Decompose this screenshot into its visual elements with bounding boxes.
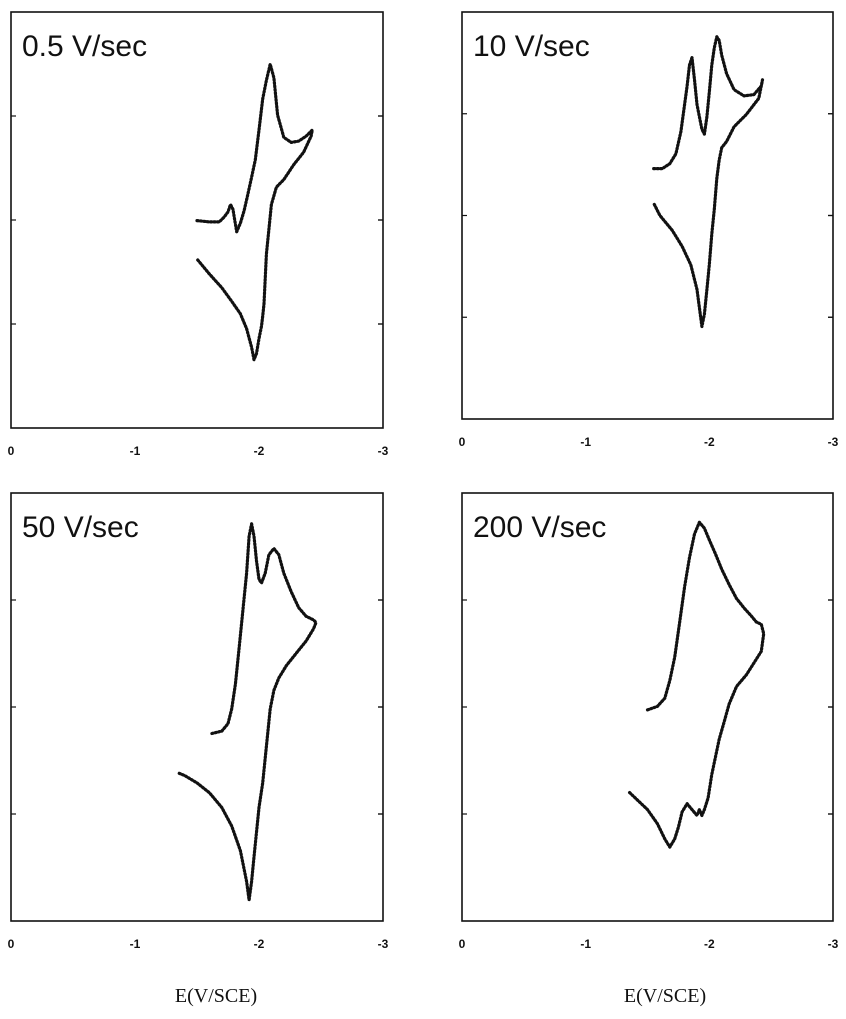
x-tick-label: -3 <box>828 435 839 449</box>
x-tick-label: -2 <box>254 937 265 951</box>
plot-frame <box>10 492 384 922</box>
cv-panel-4: 0 -1 -2 -3 200 V/sec <box>459 492 839 951</box>
scan-rate-label: 0.5 V/sec <box>22 30 147 63</box>
cv-trace <box>176 522 318 902</box>
x-axis-caption-left: E(V/SCE) <box>174 985 258 1007</box>
x-tick-label: -2 <box>704 435 715 449</box>
x-tick-label: -3 <box>828 937 839 951</box>
cv-trace <box>195 62 314 362</box>
x-tick-label: 0 <box>8 937 15 951</box>
x-axis-caption-right: E(V/SCE) <box>623 985 707 1007</box>
cv-panel-2: 0 -1 -2 -3 10 V/sec <box>459 11 839 449</box>
x-tick-label: -1 <box>580 435 591 449</box>
cv-trace <box>627 520 766 849</box>
plot-frame <box>461 11 834 420</box>
scan-rate-label: 50 V/sec <box>22 511 139 544</box>
scan-rate-label: 200 V/sec <box>473 511 606 544</box>
cv-panel-1: 0 -1 -2 -3 0.5 V/sec <box>8 11 389 458</box>
cv-trace <box>652 35 765 329</box>
scan-rate-label: 10 V/sec <box>473 30 590 63</box>
x-tick-label: -2 <box>254 444 265 458</box>
x-tick-label: -1 <box>580 937 591 951</box>
x-tick-label: -3 <box>378 937 389 951</box>
x-tick-label: 0 <box>459 937 466 951</box>
x-tick-label: 0 <box>459 435 466 449</box>
plot-frame <box>461 492 834 922</box>
x-tick-label: -3 <box>378 444 389 458</box>
x-tick-label: -2 <box>704 937 715 951</box>
x-tick-label: -1 <box>130 937 141 951</box>
cv-panel-3: 0 -1 -2 -3 50 V/sec <box>8 492 389 951</box>
x-tick-label: -1 <box>130 444 141 458</box>
x-tick-label: 0 <box>8 444 15 458</box>
